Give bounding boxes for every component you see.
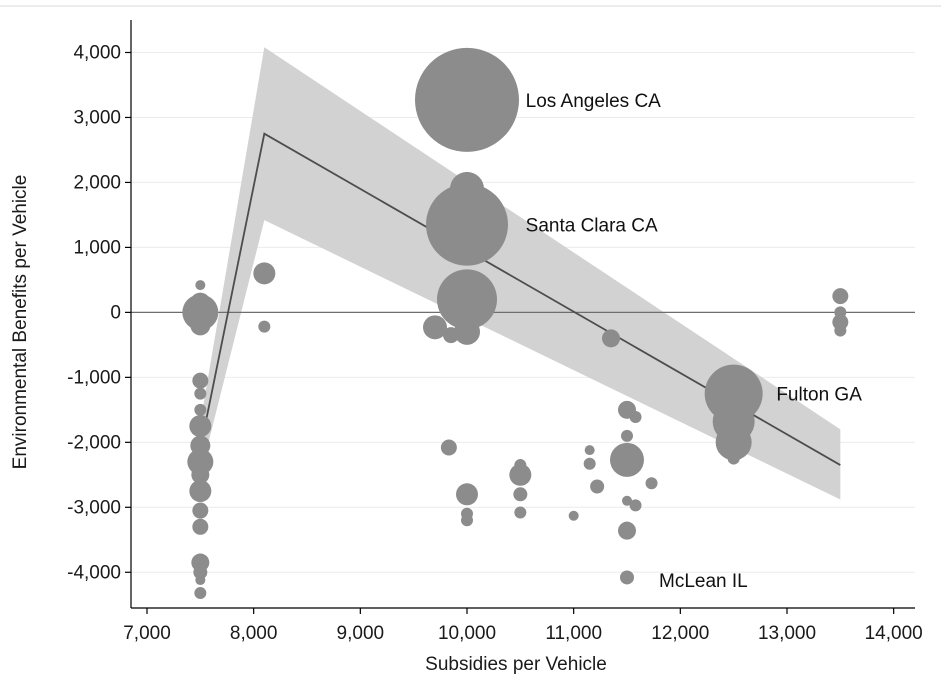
y-tick-label-5: -1,000 [67, 367, 121, 388]
fitted-line-path [199, 132, 841, 466]
bubble-18 [194, 387, 207, 400]
confidence-band [200, 47, 841, 500]
bubble-5 [423, 315, 447, 340]
bubble-10 [727, 452, 740, 465]
bubble-21 [190, 435, 211, 456]
axes [125, 20, 915, 614]
bubble-49 [629, 499, 642, 512]
y-tick-label-8: -4,000 [67, 562, 121, 583]
bubble-3 [437, 269, 497, 330]
bubble-30 [194, 587, 207, 600]
y-axis-title: Environmental Benefits per Vehicle [10, 175, 31, 470]
confidence-band-area [200, 47, 841, 500]
y-tick-label-2: 2,000 [73, 172, 121, 193]
bubble-6 [443, 327, 459, 344]
bubble-56 [834, 324, 847, 337]
bubble-14 [190, 292, 211, 313]
bubble-38 [514, 506, 527, 519]
y-tick-labels: 4,000 3,000 2,000 1,000 0 -1,000 -2,000 -3,000 -… [67, 42, 121, 583]
bubble-16 [195, 280, 206, 291]
bubble-40 [584, 445, 595, 456]
bubble-45 [629, 410, 642, 423]
bubble-22 [187, 448, 214, 475]
bubble-42 [590, 479, 605, 494]
bubble-24 [189, 480, 212, 503]
bubble-0 [415, 47, 519, 152]
y-tick-label-4: 0 [110, 302, 121, 323]
bubble-11 [253, 262, 276, 285]
bubble-28 [193, 565, 208, 580]
bubble-43 [602, 329, 620, 348]
annotation-1: Santa Clara CA [526, 216, 658, 237]
x-tick-label-2: 9,000 [337, 623, 385, 644]
bubble-23 [191, 465, 210, 484]
y-tick-label-3: 1,000 [73, 237, 121, 258]
bubble-4 [454, 318, 480, 345]
annotation-3: McLean IL [659, 571, 748, 592]
bubble-32 [456, 483, 478, 506]
y-tick-label-7: -3,000 [67, 497, 121, 518]
annotation-0: Los Angeles CA [526, 91, 662, 112]
x-tick-label-1: 8,000 [230, 623, 278, 644]
bubble-46 [621, 429, 633, 442]
bubbles [182, 47, 849, 600]
x-tick-labels: 7,000 8,000 9,000 10,000 11,000 12,000 13,000 1… [123, 623, 923, 644]
bubble-48 [622, 495, 632, 506]
bubble-41 [583, 457, 596, 470]
bubble-17 [192, 372, 209, 389]
y-tick-label-1: 3,000 [73, 107, 121, 128]
x-tick-label-0: 7,000 [123, 623, 171, 644]
bubble-9 [715, 424, 752, 461]
bubble-52 [645, 477, 658, 490]
bubble-47 [610, 442, 644, 477]
x-axis-title: Subsidies per Vehicle [425, 654, 607, 675]
annotations: Los Angeles CA Santa Clara CA Fulton GA McL… [526, 91, 863, 592]
x-tick-label-6: 13,000 [758, 623, 816, 644]
x-tick-label-7: 14,000 [865, 623, 923, 644]
bubble-36 [509, 463, 532, 486]
bubble-35 [514, 459, 527, 472]
bubble-37 [513, 487, 528, 502]
bubble-50 [618, 521, 636, 540]
bubble-51 [620, 570, 634, 585]
bubble-29 [195, 575, 206, 586]
bubble-1 [426, 183, 508, 266]
bubble-15 [190, 315, 211, 336]
bubble-20 [189, 415, 212, 438]
fitted-line [199, 132, 841, 466]
bubble-54 [834, 306, 847, 319]
bubble-26 [192, 518, 209, 535]
bubble-31 [440, 439, 457, 456]
y-tick-label-6: -2,000 [67, 432, 121, 453]
x-tick-label-4: 11,000 [545, 623, 602, 644]
bubble-25 [192, 502, 209, 519]
bubble-2 [450, 171, 484, 206]
x-tick-label-3: 10,000 [438, 623, 496, 644]
annotation-2: Fulton GA [776, 385, 862, 406]
x-tick-label-5: 12,000 [651, 623, 709, 644]
y-tick-label-0: 4,000 [73, 42, 121, 63]
bubble-19 [194, 403, 207, 416]
bubble-34 [461, 514, 473, 527]
bubble-53 [832, 288, 849, 305]
bubble-12 [258, 320, 271, 333]
bubble-39 [568, 510, 579, 521]
